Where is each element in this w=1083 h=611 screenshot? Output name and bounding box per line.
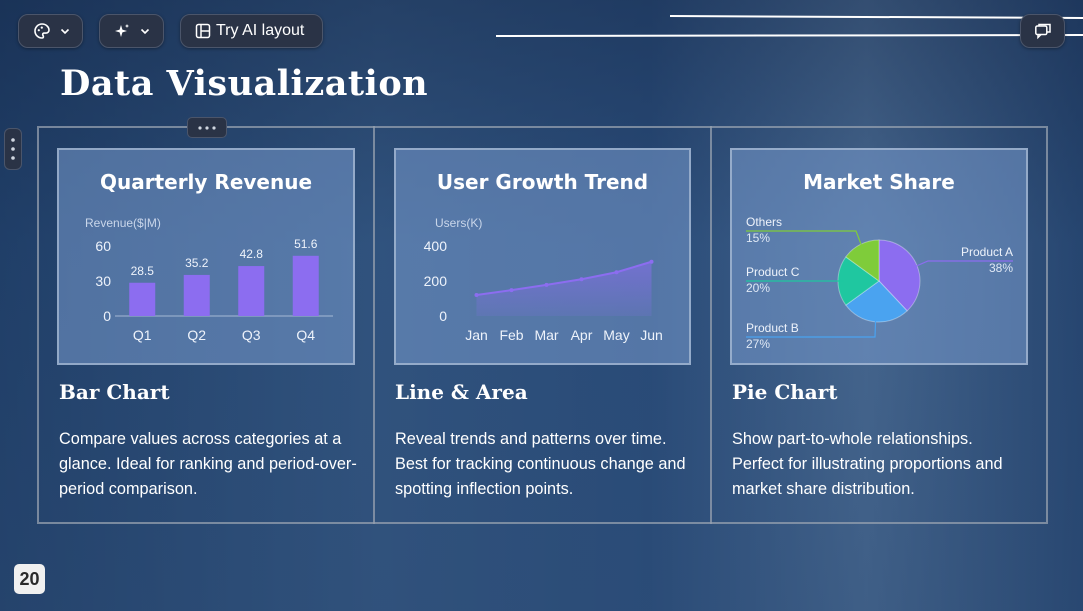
layout-icon bbox=[195, 23, 211, 39]
y-tick-label: 60 bbox=[95, 238, 111, 254]
try-ai-layout-button[interactable]: Try AI layout bbox=[180, 14, 323, 48]
theme-button[interactable] bbox=[18, 14, 83, 48]
palette-icon bbox=[34, 23, 50, 39]
data-point bbox=[614, 270, 619, 275]
column-divider bbox=[373, 126, 375, 524]
x-tick-label: Q3 bbox=[242, 327, 261, 343]
y-tick-label: 0 bbox=[103, 308, 111, 324]
x-tick-label: Jun bbox=[640, 327, 663, 343]
horizontal-dots-icon bbox=[198, 126, 216, 130]
line-area-description[interactable]: Reveal trends and patterns over time. Be… bbox=[395, 430, 686, 498]
area-chart-card[interactable]: User Growth Trend Users(K) 0 200 400 Jan Feb M… bbox=[394, 148, 691, 365]
x-tick-label: May bbox=[603, 327, 629, 343]
x-tick-label: Feb bbox=[499, 327, 523, 343]
bar-chart-description[interactable]: Compare values across categories at a gl… bbox=[59, 430, 357, 498]
y-axis-title: Users(K) bbox=[435, 216, 482, 230]
bar bbox=[238, 266, 265, 316]
bar-chart-title: Quarterly Revenue bbox=[99, 170, 313, 194]
pie-slice bbox=[845, 239, 880, 282]
y-axis-title: Revenue($|M) bbox=[85, 216, 161, 230]
pie-chart-heading[interactable]: Pie Chart bbox=[732, 380, 838, 404]
page-number: 20 bbox=[14, 564, 45, 594]
vertical-dots-icon bbox=[11, 138, 15, 160]
grid-drag-handle[interactable] bbox=[187, 117, 227, 138]
data-label: 42.8 bbox=[240, 247, 264, 261]
slice-name-label: Product A bbox=[961, 245, 1013, 259]
data-label: 35.2 bbox=[185, 256, 209, 270]
data-point bbox=[509, 288, 514, 293]
area-fill bbox=[476, 261, 652, 316]
area-chart-title: User Growth Trend bbox=[436, 170, 649, 194]
comment-button[interactable] bbox=[1020, 14, 1065, 48]
sparkle-icon bbox=[115, 24, 129, 37]
y-tick-label: 30 bbox=[95, 273, 111, 289]
slice-percent-label: 27% bbox=[746, 337, 770, 351]
comment-icon bbox=[1035, 23, 1051, 40]
data-point bbox=[649, 259, 654, 264]
area-chart: Users(K) 0 200 400 Jan Feb Mar Apr May Jun bbox=[424, 216, 663, 343]
chevron-down-icon bbox=[60, 28, 70, 35]
y-tick-label: 200 bbox=[424, 273, 448, 289]
x-tick-label: Jan bbox=[465, 327, 488, 343]
bar bbox=[292, 255, 319, 316]
x-tick-label: Q2 bbox=[187, 327, 206, 343]
x-tick-label: Q1 bbox=[133, 327, 152, 343]
slice-percent-label: 20% bbox=[746, 281, 770, 295]
series-line bbox=[476, 260, 652, 296]
bar-chart-card[interactable]: Quarterly Revenue Revenue($|M) 0 30 60 28.5 Q… bbox=[57, 148, 355, 365]
data-point bbox=[474, 293, 479, 297]
bar-chart: Revenue($|M) 0 30 60 28.5 Q1 35.2 Q2 42.8 Q3 51.6 Q… bbox=[85, 216, 333, 343]
leader-line bbox=[911, 260, 1013, 269]
pie-chart-card[interactable]: Market Share Product A 38% Product B 27% Pro… bbox=[730, 148, 1028, 365]
bar bbox=[129, 282, 156, 316]
pie-chart: Product A 38% Product B 27% Product C 20% Othe… bbox=[746, 215, 1013, 351]
data-label: 51.6 bbox=[294, 237, 318, 251]
column-divider bbox=[710, 126, 712, 524]
leader-line bbox=[746, 315, 877, 338]
leader-line bbox=[746, 230, 864, 251]
slice-name-label: Product B bbox=[746, 321, 799, 335]
x-tick-label: Apr bbox=[571, 327, 593, 343]
content-grid bbox=[37, 126, 1048, 524]
data-label: 28.5 bbox=[131, 264, 155, 278]
pie-chart-title: Market Share bbox=[803, 170, 955, 194]
x-tick-label: Q4 bbox=[296, 327, 315, 343]
slice-name-label: Others bbox=[746, 215, 782, 229]
try-ai-layout-label: Try AI layout bbox=[216, 22, 305, 39]
x-tick-label: Mar bbox=[534, 327, 558, 343]
side-drag-handle[interactable] bbox=[4, 128, 22, 170]
slice-name-label: Product C bbox=[746, 265, 800, 279]
slice-percent-label: 38% bbox=[989, 261, 1013, 275]
data-point bbox=[579, 277, 584, 282]
chevron-down-icon bbox=[140, 28, 150, 35]
ai-assist-button[interactable] bbox=[99, 14, 164, 48]
slide-title[interactable]: Data Visualization bbox=[60, 63, 429, 104]
bar-chart-heading[interactable]: Bar Chart bbox=[59, 380, 170, 404]
data-point bbox=[544, 282, 549, 287]
y-tick-label: 0 bbox=[439, 308, 447, 324]
line-area-heading[interactable]: Line & Area bbox=[395, 380, 528, 404]
bar bbox=[183, 274, 210, 316]
slice-percent-label: 15% bbox=[746, 231, 770, 245]
y-tick-label: 400 bbox=[424, 238, 448, 254]
pie-chart-description[interactable]: Show part-to-whole relationships. Perfec… bbox=[732, 430, 1003, 498]
